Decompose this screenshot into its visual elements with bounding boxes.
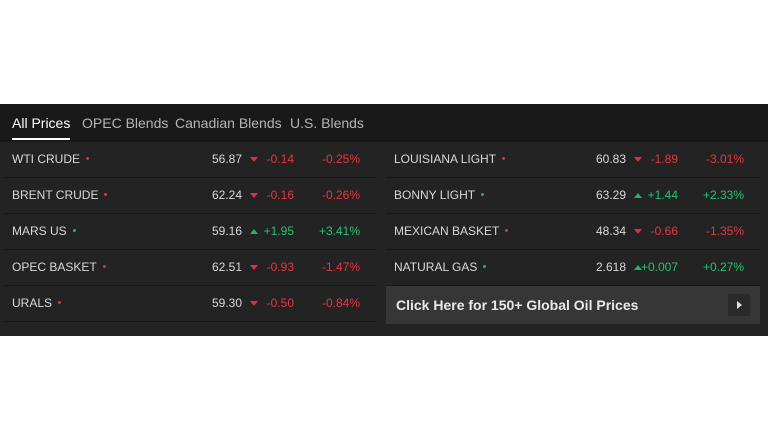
change-value: +1.44 — [647, 188, 678, 202]
global-oil-prices-link[interactable]: Click Here for 150+ Global Oil Prices — [386, 286, 760, 324]
price-row[interactable]: NATURAL GAS 2.618 +0.007 +0.27% — [386, 250, 760, 286]
status-dot-icon — [58, 301, 62, 305]
cta-label: Click Here for 150+ Global Oil Prices — [396, 297, 639, 313]
commodity-label: URALS — [12, 296, 53, 310]
change-value: -1.89 — [650, 152, 678, 166]
play-arrow-icon[interactable] — [728, 294, 750, 316]
commodity-label: MEXICAN BASKET — [394, 224, 500, 238]
arrow-down-icon — [250, 286, 258, 321]
percent-change: +0.27% — [702, 260, 744, 274]
price-row[interactable]: BRENT CRUDE 62.24 -0.16 -0.26% — [4, 178, 376, 214]
status-dot-icon — [481, 193, 485, 197]
price-value: 62.51 — [211, 260, 242, 274]
status-dot-icon — [86, 157, 89, 161]
status-dot-icon — [72, 229, 76, 233]
price-value: 60.83 — [595, 152, 626, 166]
price-row[interactable]: LOUISIANA LIGHT 60.83 -1.89 -3.01% — [386, 142, 760, 178]
commodity-name[interactable]: BONNY LIGHT — [394, 178, 485, 213]
change-value: -0.66 — [650, 224, 678, 238]
percent-change: +3.41% — [318, 224, 360, 238]
commodity-name[interactable]: OPEC BASKET — [12, 250, 106, 285]
arrow-up-icon — [634, 250, 642, 285]
tab-us-blends[interactable]: U.S. Blends — [290, 115, 364, 131]
status-dot-icon — [483, 265, 487, 269]
commodity-name[interactable]: NATURAL GAS — [394, 250, 487, 285]
change-value: +1.95 — [263, 224, 294, 238]
arrow-up-icon — [634, 178, 642, 213]
tab-opec-blends[interactable]: OPEC Blends — [82, 115, 169, 131]
price-value: 62.24 — [211, 188, 242, 202]
commodity-label: MARS US — [12, 224, 67, 238]
oil-prices-widget: All Prices OPEC Blends Canadian Blends U… — [0, 104, 768, 336]
commodity-label: WTI CRUDE — [12, 152, 80, 166]
arrow-down-icon — [634, 142, 642, 177]
price-value: 59.30 — [211, 296, 242, 310]
change-value: -0.14 — [266, 152, 294, 166]
change-value: -0.16 — [266, 188, 294, 202]
price-value: 63.29 — [595, 188, 626, 202]
commodity-name[interactable]: WTI CRUDE — [12, 142, 89, 177]
commodity-name[interactable]: LOUISIANA LIGHT — [394, 142, 506, 177]
status-dot-icon — [505, 229, 509, 233]
percent-change: -3.01% — [705, 152, 744, 166]
price-row[interactable]: MEXICAN BASKET 48.34 -0.66 -1.35% — [386, 214, 760, 250]
percent-change: -1.47% — [321, 260, 360, 274]
arrow-down-icon — [634, 214, 642, 249]
percent-change: -0.25% — [321, 152, 360, 166]
change-value: -0.93 — [266, 260, 294, 274]
change-value: -0.50 — [266, 296, 294, 310]
tab-bar: All Prices OPEC Blends Canadian Blends U… — [0, 104, 768, 142]
price-value: 48.34 — [595, 224, 626, 238]
commodity-name[interactable]: MEXICAN BASKET — [394, 214, 509, 249]
percent-change: -1.35% — [705, 224, 744, 238]
commodity-name[interactable]: BRENT CRUDE — [12, 178, 108, 213]
commodity-label: NATURAL GAS — [394, 260, 478, 274]
status-dot-icon — [502, 157, 506, 161]
percent-change: +2.33% — [702, 188, 744, 202]
tab-canadian-blends[interactable]: Canadian Blends — [175, 115, 282, 131]
price-row[interactable]: OPEC BASKET 62.51 -0.93 -1.47% — [4, 250, 376, 286]
commodity-label: OPEC BASKET — [12, 260, 97, 274]
commodity-label: BONNY LIGHT — [394, 188, 476, 202]
arrow-down-icon — [250, 250, 258, 285]
percent-change: -0.84% — [321, 296, 360, 310]
price-value: 59.16 — [211, 224, 242, 238]
price-row[interactable]: MARS US 59.16 +1.95 +3.41% — [4, 214, 376, 250]
percent-change: -0.26% — [321, 188, 360, 202]
price-value: 56.87 — [211, 152, 242, 166]
right-price-list: LOUISIANA LIGHT 60.83 -1.89 -3.01% BONNY LIG… — [386, 142, 760, 322]
arrow-down-icon — [250, 142, 258, 177]
change-value: +0.007 — [640, 260, 678, 274]
status-dot-icon — [102, 265, 106, 269]
arrow-down-icon — [250, 178, 258, 213]
commodity-name[interactable]: URALS — [12, 286, 62, 321]
status-dot-icon — [104, 193, 108, 197]
commodity-name[interactable]: MARS US — [12, 214, 76, 249]
price-row[interactable]: URALS 59.30 -0.50 -0.84% — [4, 286, 376, 322]
tab-all-prices[interactable]: All Prices — [12, 114, 71, 140]
commodity-label: BRENT CRUDE — [12, 188, 99, 202]
arrow-up-icon — [250, 214, 258, 249]
commodity-label: LOUISIANA LIGHT — [394, 152, 497, 166]
price-value: 2.618 — [595, 260, 626, 274]
price-row[interactable]: WTI CRUDE 56.87 -0.14 -0.25% — [4, 142, 376, 178]
left-price-list: WTI CRUDE 56.87 -0.14 -0.25% BRENT CRUDE 62.2… — [4, 142, 376, 322]
price-row[interactable]: BONNY LIGHT 63.29 +1.44 +2.33% — [386, 178, 760, 214]
